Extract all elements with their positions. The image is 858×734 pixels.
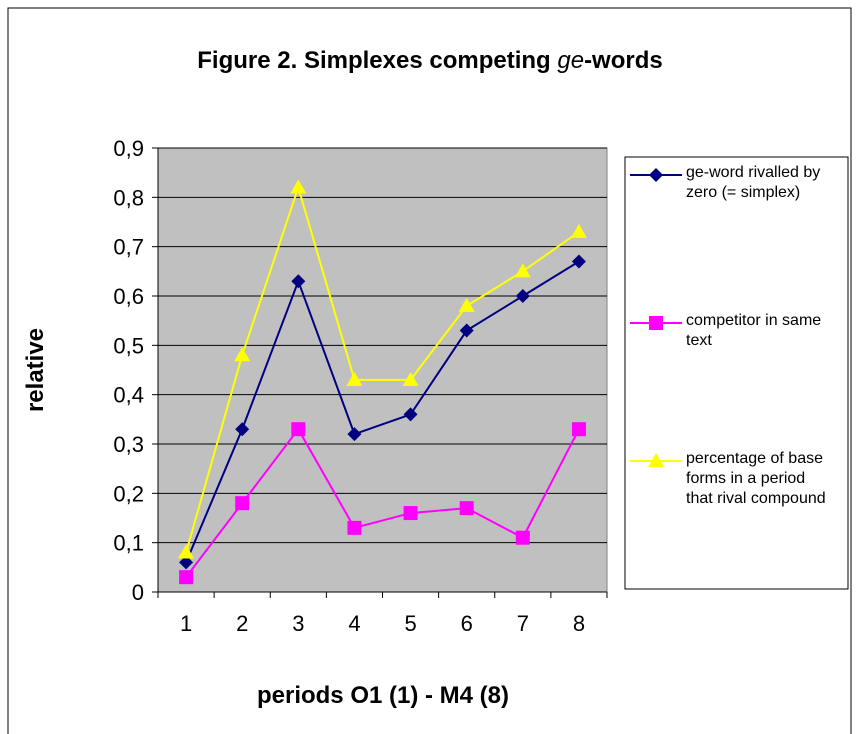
data-point: [291, 422, 306, 437]
x-tick-label: 6: [461, 611, 473, 636]
data-point: [178, 544, 195, 559]
data-point: [570, 223, 587, 238]
data-point: [347, 520, 362, 535]
y-tick-label: 0,3: [113, 432, 144, 457]
data-point: [179, 570, 194, 585]
data-point: [347, 427, 362, 442]
title-part: Figure 2. Simplexes competing: [197, 47, 557, 74]
data-point: [291, 274, 306, 289]
x-tick-label: 4: [348, 611, 360, 636]
series-line: [185, 427, 580, 578]
data-point: [235, 422, 250, 437]
x-tick-label: 8: [573, 611, 585, 636]
chart-title: Figure 2. Simplexes competing ge-words: [197, 47, 662, 74]
y-tick-label: 0: [132, 580, 144, 605]
y-tick-label: 0,5: [113, 333, 144, 358]
data-point: [403, 506, 418, 521]
data-point: [234, 347, 251, 362]
y-tick-label: 0,4: [113, 383, 144, 408]
series-line: [185, 184, 580, 553]
data-point: [514, 263, 531, 278]
x-tick-label: 3: [292, 611, 304, 636]
x-tick-label: 7: [517, 611, 529, 636]
data-point: [459, 323, 474, 338]
legend-label: competitor in same text: [686, 312, 822, 349]
series-line: [185, 260, 580, 563]
y-tick-label: 0,9: [113, 136, 144, 161]
data-point: [235, 496, 250, 511]
legend-label: percentage of base forms in a period tha…: [686, 450, 826, 507]
data-point: [403, 407, 418, 422]
x-tick-label: 5: [404, 611, 416, 636]
data-point: [402, 371, 419, 386]
y-tick-label: 0,1: [113, 531, 144, 556]
y-axis-label: relative: [22, 328, 49, 412]
legend-swatch-marker: [649, 316, 663, 330]
y-tick-label: 0,2: [113, 481, 144, 506]
x-tick-label: 2: [236, 611, 248, 636]
legend-label: ge-word rivalled by zero (= simplex): [686, 164, 821, 201]
data-point: [571, 254, 586, 269]
data-point: [515, 530, 530, 545]
title-part: -words: [584, 47, 663, 74]
data-point: [290, 179, 307, 194]
title-part: ge: [557, 47, 584, 74]
x-axis-label: periods O1 (1) - M4 (8): [257, 682, 509, 709]
x-tick-label: 1: [180, 611, 192, 636]
data-point: [458, 297, 475, 312]
data-point: [515, 289, 530, 303]
data-point: [179, 555, 194, 570]
data-point: [571, 422, 586, 437]
data-point: [459, 501, 474, 516]
y-tick-label: 0,8: [113, 185, 144, 210]
y-tick-label: 0,6: [113, 284, 144, 309]
y-tick-label: 0,7: [113, 235, 144, 260]
data-point: [346, 371, 363, 386]
legend-box: [624, 156, 849, 590]
legend-swatch-marker: [648, 453, 664, 467]
legend-swatch-marker: [649, 168, 663, 182]
